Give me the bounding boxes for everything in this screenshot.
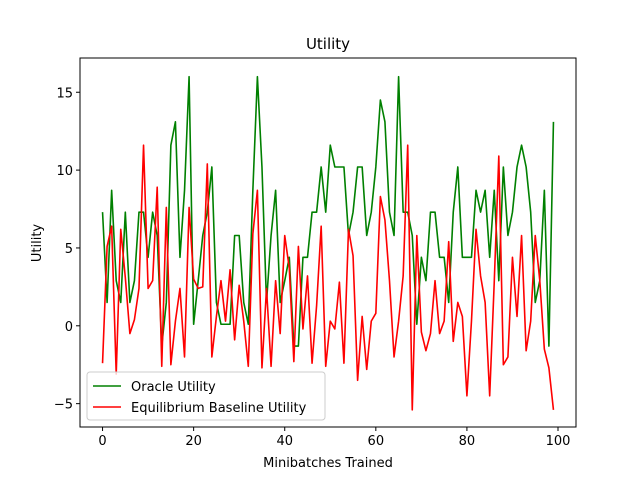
- legend-box: [86, 371, 326, 421]
- y-tick-label: 10: [56, 164, 73, 179]
- plot-lines: [101, 75, 555, 411]
- x-axis-label: Minibatches Trained: [263, 456, 393, 471]
- y-tick-label: 15: [56, 86, 73, 101]
- x-tick-label: 0: [98, 434, 106, 449]
- plot-area-frame: [79, 57, 577, 428]
- chart-title: Utility: [306, 35, 350, 53]
- legend-label-equilibrium: Equilibrium Baseline Utility: [131, 401, 307, 416]
- y-tick-label: 0: [65, 320, 73, 335]
- y-tick-label: −5: [54, 398, 73, 413]
- legend: Oracle Utility Equilibrium Baseline Util…: [86, 371, 326, 421]
- x-tick-label: 20: [185, 434, 202, 449]
- y-axis: −5 0 5 10 15: [54, 86, 80, 413]
- x-tick-label: 80: [459, 434, 476, 449]
- x-tick-label: 100: [546, 434, 571, 449]
- series-line-0: [101, 75, 555, 347]
- x-tick-label: 40: [276, 434, 293, 449]
- x-axis: 0 20 40 60 80 100: [98, 427, 570, 449]
- series-line-1: [101, 144, 555, 411]
- y-axis-label: Utility: [30, 224, 45, 263]
- y-tick-label: 5: [65, 242, 73, 257]
- legend-label-oracle: Oracle Utility: [131, 380, 216, 395]
- x-tick-label: 60: [368, 434, 385, 449]
